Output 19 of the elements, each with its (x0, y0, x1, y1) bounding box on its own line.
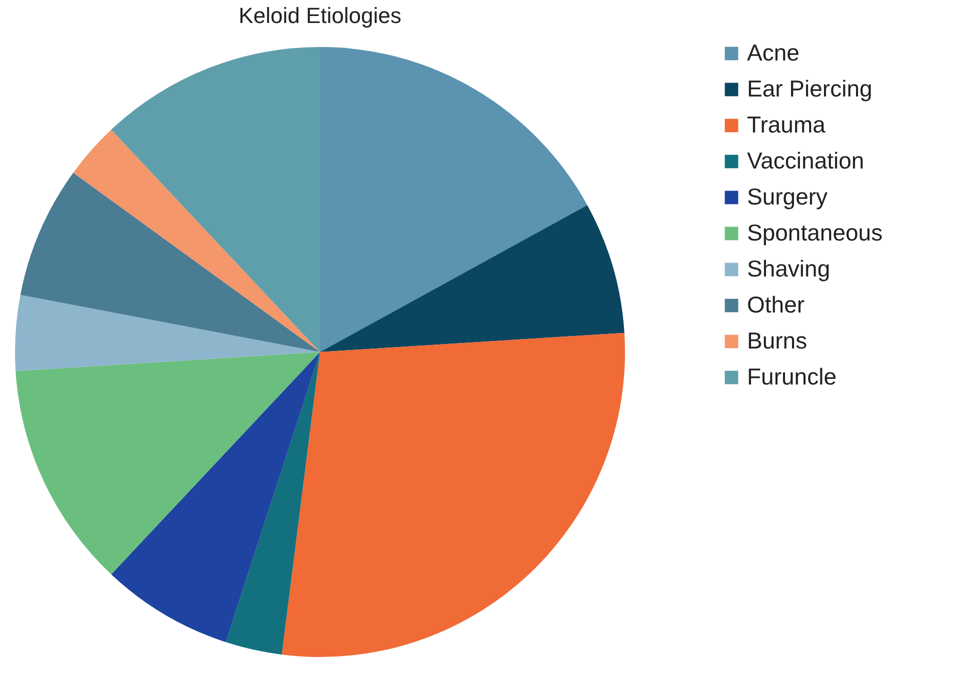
legend-label: Furuncle (747, 364, 836, 390)
pie-slice (15, 294, 320, 372)
legend-label: Spontaneous (747, 220, 883, 246)
legend-label: Surgery (747, 184, 828, 210)
legend-label: Acne (747, 40, 800, 66)
pie-slice (282, 332, 624, 657)
legend-label: Burns (747, 328, 808, 354)
pie-slice (226, 352, 320, 655)
pie-slice (16, 352, 320, 574)
pie-slice (20, 172, 320, 352)
legend-label: Other (747, 292, 805, 318)
chart-title: Keloid Etiologies (238, 3, 402, 28)
pie-slice (320, 205, 624, 352)
legend-label: Vaccination (747, 148, 864, 174)
legend-label: Shaving (747, 256, 830, 282)
pie-slice (73, 130, 320, 352)
pie-slice (111, 352, 320, 642)
legend-label: Trauma (747, 112, 826, 138)
legend-label: Ear Piercing (747, 76, 872, 102)
